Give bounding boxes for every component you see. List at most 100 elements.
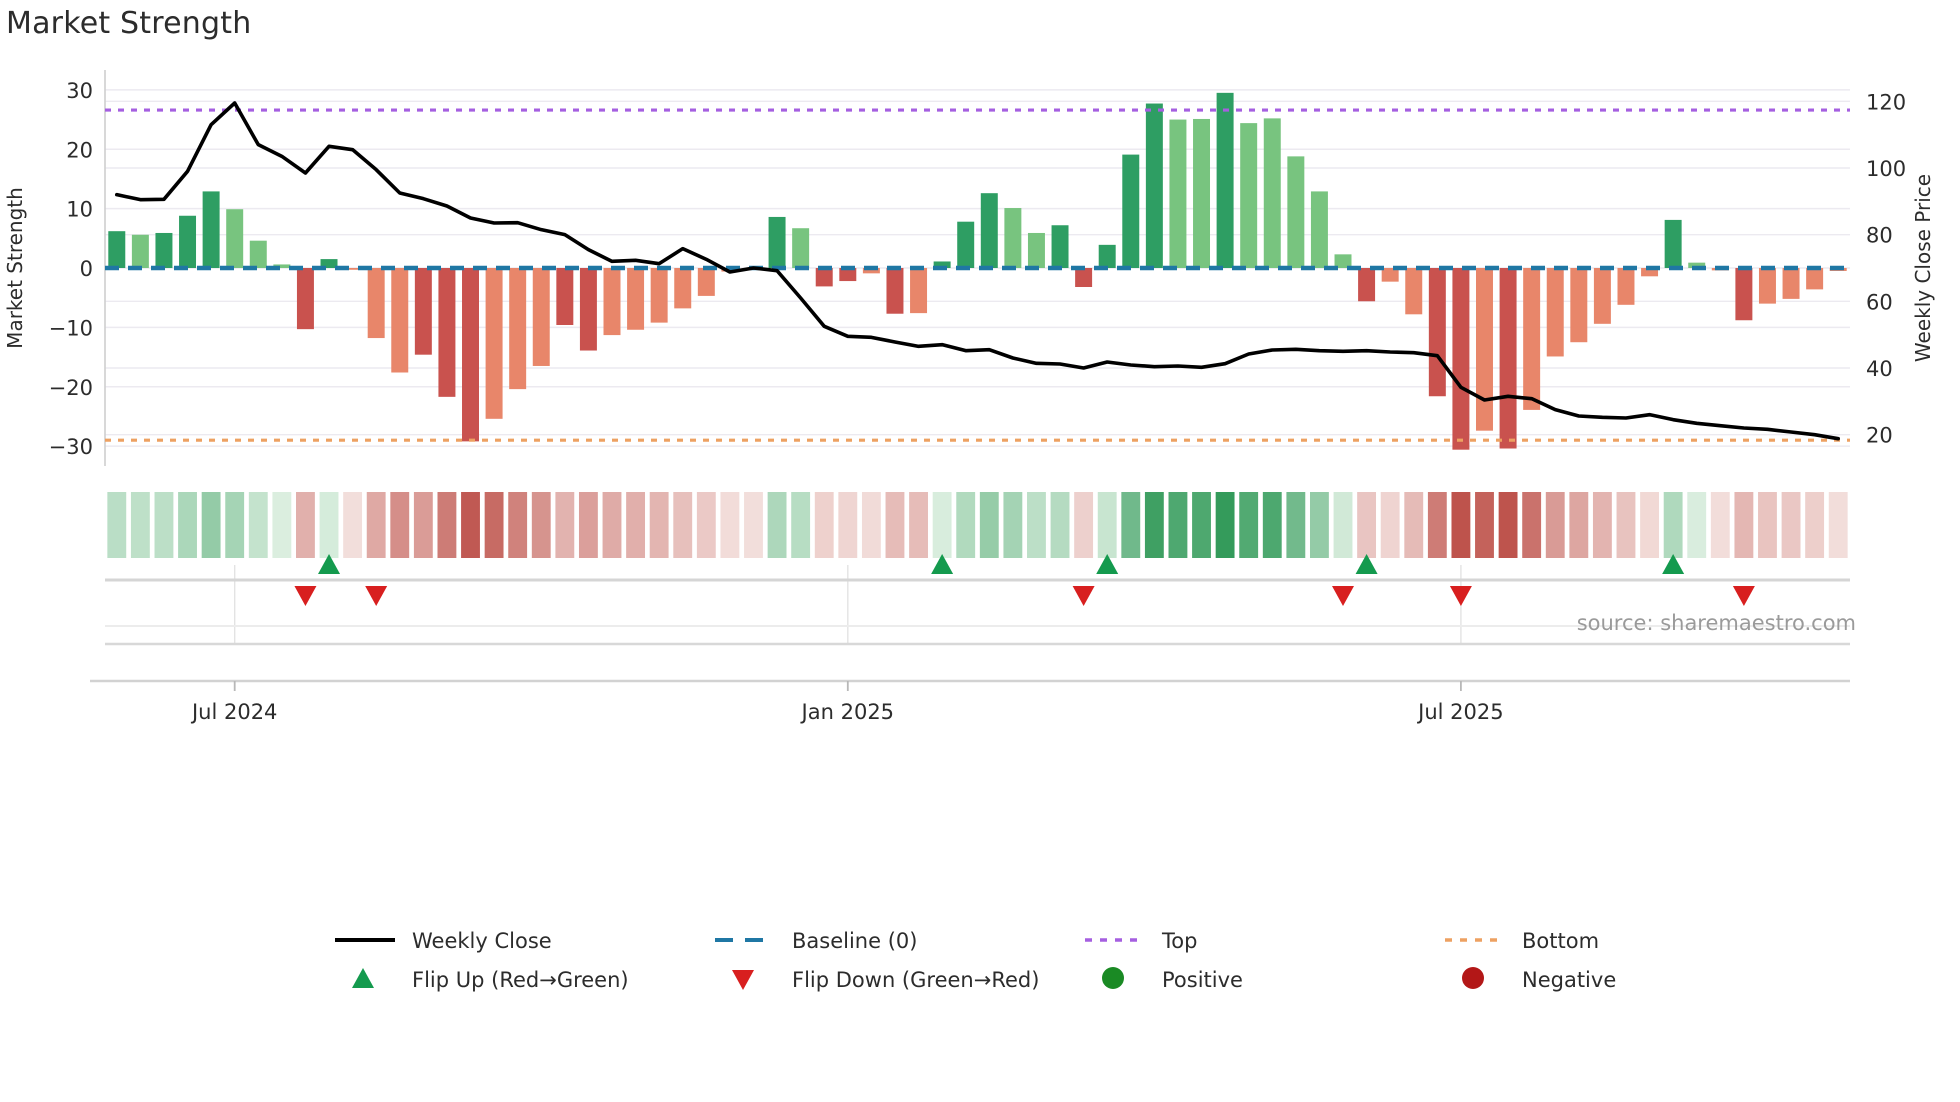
- strength-bar: [1735, 268, 1753, 321]
- strength-bar: [226, 209, 244, 268]
- heatmap-cell: [979, 492, 999, 558]
- strength-bar: [1334, 254, 1352, 268]
- strength-bar: [1688, 262, 1706, 268]
- legend-label: Flip Up (Red→Green): [412, 968, 629, 992]
- flip-down-marker[interactable]: [365, 586, 388, 606]
- heatmap-cell: [932, 492, 952, 558]
- heatmap-cell: [107, 492, 127, 558]
- strength-bar: [414, 268, 432, 355]
- legend-swatch-triangle-down-icon: [732, 970, 754, 990]
- legend-item[interactable]: Top: [1085, 929, 1197, 953]
- legend-item[interactable]: Weekly Close: [335, 929, 552, 953]
- flip-down-marker[interactable]: [1732, 586, 1755, 606]
- heatmap-cell: [1027, 492, 1046, 558]
- flip-down-marker[interactable]: [1072, 586, 1095, 606]
- legend-label: Positive: [1162, 968, 1243, 992]
- flip-up-marker[interactable]: [1355, 554, 1378, 574]
- heatmap-cell: [1710, 492, 1730, 558]
- heatmap-cell: [201, 492, 221, 558]
- strength-bar: [579, 268, 597, 351]
- legend-item[interactable]: Bottom: [1445, 929, 1599, 953]
- heatmap-cell: [1239, 492, 1259, 558]
- strength-bar: [108, 231, 126, 268]
- y-axis-left-tick-label: 10: [66, 198, 93, 222]
- legend-swatch-triangle-up-icon: [352, 968, 374, 988]
- flip-up-marker[interactable]: [931, 554, 954, 574]
- heatmap-cell: [1050, 492, 1070, 558]
- legend-item[interactable]: Flip Up (Red→Green): [352, 968, 629, 992]
- strength-bar: [296, 268, 314, 330]
- heatmap-cell: [1592, 492, 1612, 558]
- heatmap-cell: [1144, 492, 1164, 558]
- heatmap-cell: [909, 492, 928, 558]
- strength-bar: [1075, 268, 1093, 287]
- strength-bar: [1240, 123, 1258, 268]
- strength-bar: [1428, 268, 1446, 397]
- strength-bar: [1405, 268, 1423, 315]
- heatmap-cell: [602, 492, 622, 558]
- heatmap-cell: [838, 492, 858, 558]
- x-axis-tick-label: Jul 2025: [1416, 700, 1503, 724]
- strength-bar: [1263, 118, 1281, 268]
- flip-up-marker[interactable]: [1662, 554, 1685, 574]
- strength-bar: [179, 215, 197, 268]
- legend-label: Bottom: [1522, 929, 1599, 953]
- heatmap-cell: [154, 492, 174, 558]
- strength-bar: [509, 268, 527, 390]
- strength-bar: [1216, 92, 1234, 268]
- strength-bar: [1051, 225, 1069, 268]
- flip-down-marker[interactable]: [1332, 586, 1355, 606]
- heatmap-cell: [791, 492, 811, 558]
- flip-up-marker[interactable]: [318, 554, 341, 574]
- strength-bar: [1145, 103, 1163, 268]
- strength-bar: [1523, 268, 1541, 410]
- x-axis-tick-label: Jul 2024: [190, 700, 277, 724]
- heatmap-cell: [248, 492, 268, 558]
- heatmap-cell: [178, 492, 197, 558]
- weekly-close-line: [114, 101, 1841, 441]
- strength-bar: [792, 228, 810, 268]
- flip-down-marker[interactable]: [1449, 586, 1472, 606]
- legend-label: Baseline (0): [792, 929, 917, 953]
- strength-bar: [933, 261, 951, 268]
- y-axis-right-tick-label: 120: [1866, 90, 1906, 114]
- y-axis-left-tick-label: 20: [66, 138, 93, 162]
- flip-down-marker[interactable]: [294, 586, 317, 606]
- heatmap-cell: [885, 492, 905, 558]
- heatmap-cell: [814, 492, 834, 558]
- strength-bar: [1617, 268, 1635, 305]
- flip-up-marker[interactable]: [1096, 554, 1119, 574]
- strength-bar: [674, 268, 692, 309]
- strength-bar: [697, 268, 715, 296]
- heatmap-cell: [1569, 492, 1589, 558]
- strength-bar: [202, 191, 220, 268]
- strength-bar: [1004, 208, 1022, 268]
- strength-bar: [131, 234, 149, 268]
- strength-bar: [1546, 268, 1564, 357]
- legend-item[interactable]: Flip Down (Green→Red): [732, 968, 1039, 992]
- strength-bar: [462, 268, 479, 442]
- strength-bar: [910, 268, 928, 314]
- heatmap-cell: [1309, 492, 1329, 558]
- legend-item[interactable]: Positive: [1102, 967, 1243, 992]
- strength-bar: [1193, 118, 1211, 268]
- heatmap-cell: [673, 492, 693, 558]
- legend-swatch-circle-icon: [1102, 967, 1124, 989]
- y-axis-left-label: Market Strength: [3, 187, 27, 349]
- strength-bar: [367, 268, 385, 339]
- heatmap-cell: [1545, 492, 1565, 558]
- legend-item[interactable]: Negative: [1462, 967, 1616, 992]
- legend-item[interactable]: Baseline (0): [715, 929, 917, 953]
- heatmap-cell: [626, 492, 646, 558]
- heatmap-cell: [1003, 492, 1023, 558]
- heatmap-cell: [1074, 492, 1094, 558]
- strength-bar: [886, 268, 904, 314]
- heatmap-cell: [956, 492, 976, 558]
- strength-bar: [1499, 268, 1517, 449]
- heatmap-cell: [1121, 492, 1141, 558]
- heatmap-cell: [1805, 492, 1825, 558]
- heatmap-cell: [767, 492, 787, 558]
- heatmap-cell: [1451, 492, 1471, 558]
- heatmap-cell: [508, 492, 528, 558]
